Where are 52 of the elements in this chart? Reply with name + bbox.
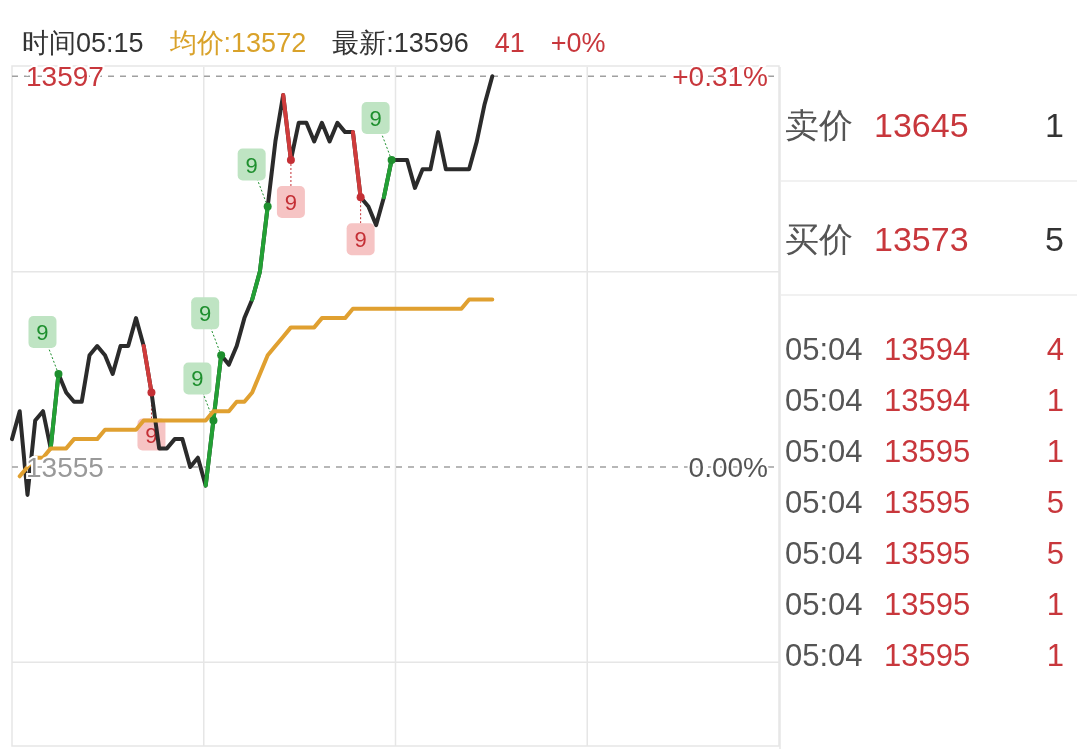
text: 13594 (884, 383, 971, 418)
text: 1 (1045, 106, 1064, 144)
point (217, 351, 226, 360)
text: 05:04 (785, 383, 863, 418)
text: 13595 (884, 536, 971, 571)
text: 13595 (884, 485, 971, 520)
text: 13645 (874, 106, 969, 144)
text: 05:04 (785, 485, 863, 520)
text: 13595 (884, 638, 971, 673)
point (286, 156, 295, 165)
text: 05:04 (785, 638, 863, 673)
text: 1 (1046, 587, 1064, 622)
legend-label: 9 (191, 366, 204, 392)
text: 最新:13596 (332, 28, 469, 58)
text: 41 (494, 28, 525, 58)
y2-tick-label: 0.00% (688, 452, 768, 484)
text: 9 (369, 106, 382, 132)
text: 9 (199, 301, 212, 327)
text: 13595 (884, 434, 971, 469)
text: 均价:13572 (168, 28, 307, 58)
point (356, 193, 365, 202)
text: 卖价 (785, 106, 853, 144)
text: 5 (1045, 220, 1064, 258)
y-tick-label: 13597 (26, 61, 104, 93)
text: 5 (1046, 485, 1064, 520)
point (147, 388, 156, 397)
point (387, 156, 396, 165)
text: 1 (1046, 434, 1064, 469)
y2-tick-label: +0.31% (672, 60, 768, 92)
point (263, 202, 272, 211)
text: 4 (1046, 332, 1064, 367)
text: 9 (354, 227, 367, 253)
text: 时间05:15 (22, 28, 144, 58)
series-label: 9 (284, 190, 298, 216)
point (209, 416, 218, 425)
text: 05:04 (785, 434, 863, 469)
text: 1 (1046, 638, 1064, 673)
text: 05:04 (785, 587, 863, 622)
text: 13573 (874, 220, 969, 258)
text: 13594 (884, 332, 971, 367)
text: +0% (550, 28, 606, 58)
text: 9 (36, 319, 49, 345)
text: 05:04 (785, 536, 863, 571)
point (54, 369, 63, 378)
text: 5 (1046, 536, 1064, 571)
text: 13595 (884, 587, 971, 622)
text: 9 (245, 152, 258, 178)
line-series (17, 297, 495, 479)
text: 05:04 (785, 332, 863, 367)
text: 9 (145, 422, 158, 448)
text: 买价 (785, 220, 853, 258)
text: 1 (1046, 383, 1064, 418)
